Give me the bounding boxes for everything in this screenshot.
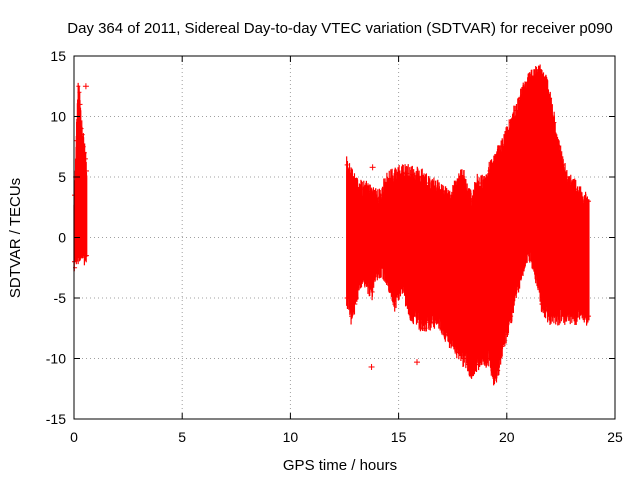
outlier-point xyxy=(413,359,420,366)
x-tick-label: 5 xyxy=(178,429,186,445)
x-tick-label: 0 xyxy=(70,429,78,445)
y-tick-label: 15 xyxy=(50,48,66,64)
x-tick-label: 15 xyxy=(391,429,407,445)
tick-layer: 0 5 10 15 20 25 -15 -10 -5 0 5 10 15 xyxy=(46,48,623,445)
outlier-point xyxy=(373,198,380,205)
y-tick-label: -5 xyxy=(54,290,67,306)
outlier-point xyxy=(369,164,376,171)
y-tick-label: 0 xyxy=(58,230,66,246)
y-axis-label: SDTVAR / TECUs xyxy=(7,178,24,298)
chart-title: Day 364 of 2011, Sidereal Day-to-day VTE… xyxy=(67,20,613,37)
grid-layer xyxy=(74,56,615,419)
data-layer xyxy=(72,64,592,386)
x-tick-label: 10 xyxy=(283,429,299,445)
y-tick-label: 5 xyxy=(58,169,66,185)
error-bar-band xyxy=(344,64,592,386)
y-tick-label: -15 xyxy=(46,411,66,427)
y-tick-label: -10 xyxy=(46,351,66,367)
y-tick-label: 10 xyxy=(50,109,66,125)
x-axis-label: GPS time / hours xyxy=(283,457,397,474)
x-tick-label: 20 xyxy=(499,429,515,445)
x-tick-label: 25 xyxy=(607,429,623,445)
outlier-point xyxy=(82,83,89,90)
outlier-point xyxy=(368,363,375,370)
outlier-point xyxy=(421,325,428,332)
